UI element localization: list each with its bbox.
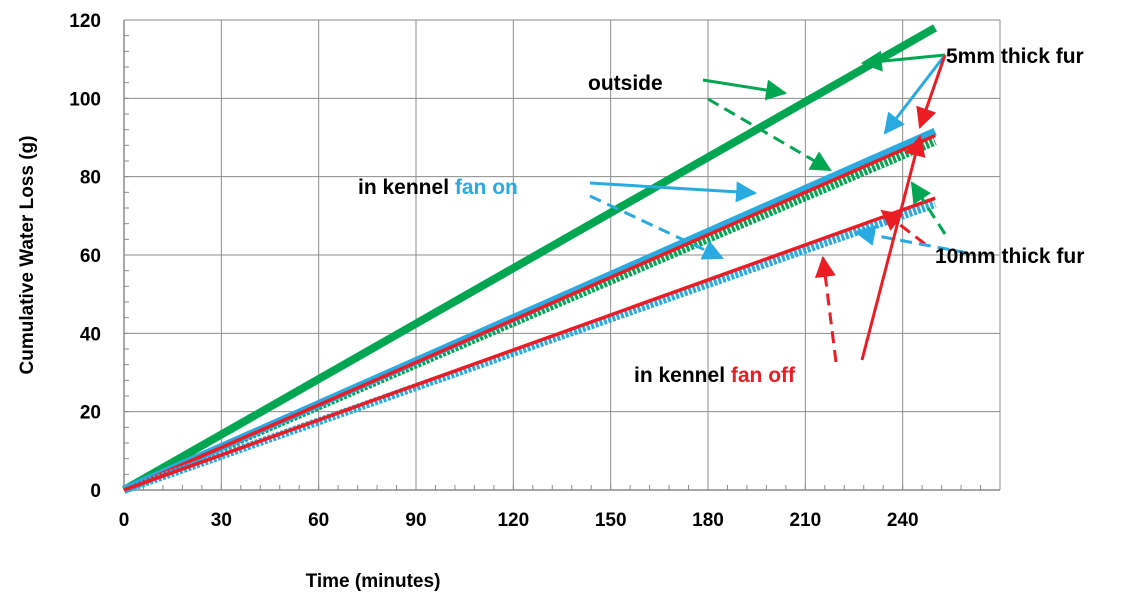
annotation-fan-on-suffix: fan on bbox=[455, 176, 518, 199]
series-line-6 bbox=[124, 198, 935, 490]
arrow-fur10-green bbox=[912, 183, 945, 234]
x-tick-label: 60 bbox=[308, 510, 329, 531]
series-line-1 bbox=[124, 28, 935, 490]
annotation-fan-off: in kennel fan off bbox=[634, 364, 796, 387]
arrow-fur5-blue bbox=[885, 55, 945, 133]
annotation-fan-off-suffix: fan off bbox=[731, 364, 796, 387]
y-tick-label: 120 bbox=[69, 11, 101, 32]
x-axis-title: Time (minutes) bbox=[306, 571, 441, 592]
y-tick-label: 100 bbox=[69, 89, 101, 110]
x-tick-label: 180 bbox=[692, 510, 724, 531]
annotation-fur10: 10mm thick fur bbox=[935, 245, 1084, 268]
x-tick-label: 0 bbox=[119, 510, 130, 531]
arrow-outside-solid bbox=[703, 80, 785, 93]
x-tick-label: 120 bbox=[497, 510, 529, 531]
y-tick-label: 40 bbox=[80, 324, 101, 345]
x-tick-label: 240 bbox=[887, 510, 919, 531]
series-layer bbox=[124, 28, 935, 490]
annotation-fan-off-prefix: in kennel bbox=[634, 364, 731, 387]
annotation-fan-on-prefix: in kennel bbox=[358, 176, 455, 199]
y-tick-label: 60 bbox=[80, 246, 101, 267]
series-line-4 bbox=[124, 136, 935, 490]
annotation-fan-on: in kennel fan on bbox=[358, 176, 518, 199]
annotation-fur5: 5mm thick fur bbox=[946, 45, 1084, 68]
arrow-fan-on-solid bbox=[590, 183, 755, 193]
annotation-outside: outside bbox=[588, 72, 663, 95]
arrow-fan-off-dashed bbox=[823, 258, 836, 362]
y-axis-title: Cumulative Water Loss (g) bbox=[17, 136, 38, 375]
x-tick-label: 210 bbox=[789, 510, 821, 531]
arrow-fan-on-dashed bbox=[590, 196, 722, 258]
y-tick-label: 20 bbox=[80, 403, 101, 424]
x-tick-label: 90 bbox=[405, 510, 426, 531]
arrow-outside-dashed bbox=[708, 99, 830, 170]
x-tick-label: 150 bbox=[595, 510, 627, 531]
y-tick-label: 80 bbox=[80, 168, 101, 189]
arrow-fur5-red bbox=[920, 55, 945, 127]
x-tick-label: 30 bbox=[211, 510, 232, 531]
y-tick-label: 0 bbox=[90, 481, 101, 502]
